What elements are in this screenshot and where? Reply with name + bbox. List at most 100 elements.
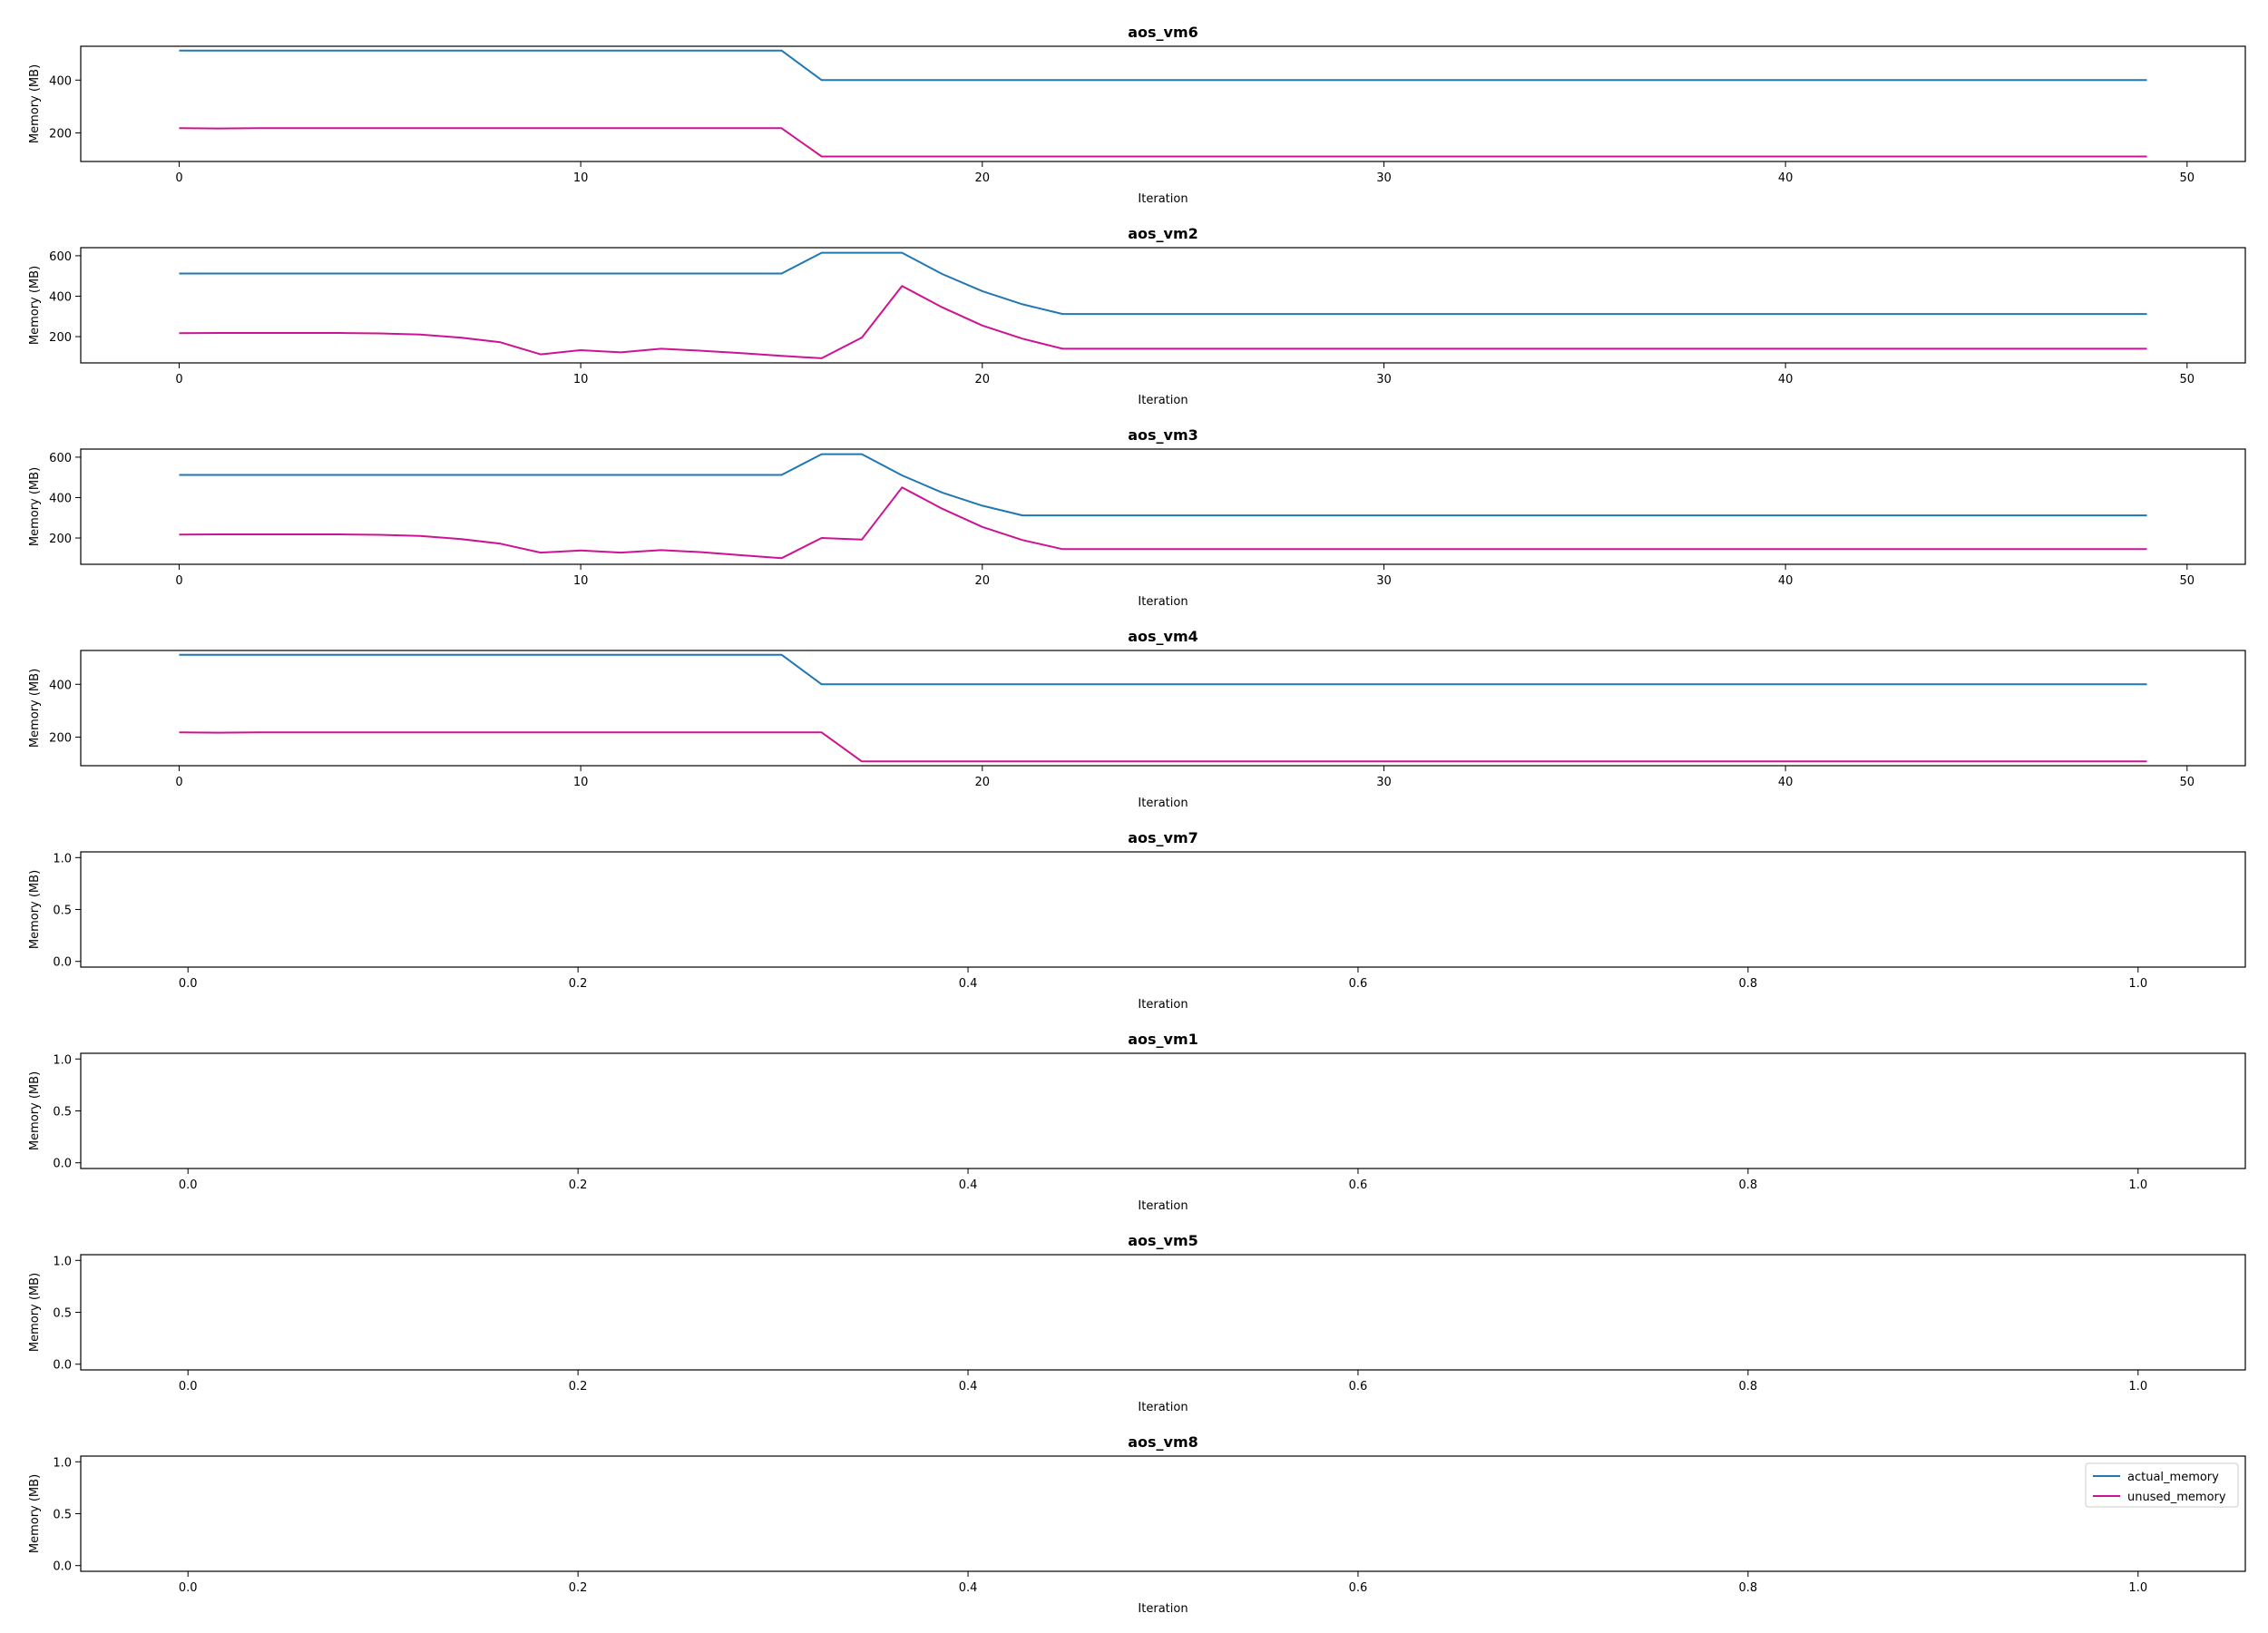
y-tick-label: 0.5 <box>53 1106 72 1120</box>
plot-frame <box>80 1254 2246 1371</box>
y-axis-label: Memory (MB) <box>28 64 42 143</box>
plot-frame <box>80 448 2246 565</box>
subplot-aos_vm4: aos_vm4 0 10 20 30 40 50 200 400 Iteration Memory … <box>28 628 2246 810</box>
x-tick-label: 1.0 <box>2128 1581 2147 1595</box>
x-tick-label: 0.0 <box>179 977 198 991</box>
x-tick-label: 1.0 <box>2128 1380 2147 1393</box>
x-tick-label: 0.8 <box>1739 1581 1758 1595</box>
x-axis-label: Iteration <box>1138 394 1188 407</box>
x-tick-label: 0.4 <box>959 977 978 991</box>
y-tick-label: 600 <box>49 250 72 264</box>
x-tick-label: 50 <box>2180 776 2195 789</box>
x-tick-label: 40 <box>1778 574 1794 588</box>
y-tick-label: 0.5 <box>53 1509 72 1522</box>
y-tick-label: 1.0 <box>53 1255 72 1268</box>
x-tick-label: 0.6 <box>1349 1380 1368 1393</box>
x-tick-label: 0.2 <box>569 1380 588 1393</box>
y-tick-label: 1.0 <box>53 852 72 865</box>
subplot-title: aos_vm1 <box>1128 1031 1198 1048</box>
y-tick-label: 400 <box>49 74 72 88</box>
x-tick-label: 0.2 <box>569 977 588 991</box>
x-tick-label: 0 <box>175 171 182 185</box>
subplot-title: aos_vm7 <box>1128 829 1198 846</box>
series-line-actual-memory <box>179 49 2147 82</box>
x-tick-label: 40 <box>1778 776 1794 789</box>
y-axis-label: Memory (MB) <box>28 1071 42 1150</box>
x-tick-label: 0.6 <box>1349 977 1368 991</box>
y-axis-label: Memory (MB) <box>28 669 42 748</box>
x-tick-label: 0.4 <box>959 1581 978 1595</box>
plot-frame <box>80 650 2246 767</box>
y-tick-label: 200 <box>49 533 72 546</box>
x-tick-label: 30 <box>1376 171 1392 185</box>
y-tick-label: 400 <box>49 679 72 692</box>
y-tick-label: 200 <box>49 732 72 746</box>
subplot-aos_vm2: aos_vm2 0 10 20 30 40 50 200 400 600 Iteration Memo… <box>28 225 2246 407</box>
y-tick-label: 600 <box>49 452 72 465</box>
y-tick-label: 1.0 <box>53 1053 72 1067</box>
plot-frame <box>80 1052 2246 1169</box>
legend: actual_memory unused_memory <box>2085 1462 2239 1508</box>
y-tick-label: 0.0 <box>53 1158 72 1171</box>
y-tick-label: 0.0 <box>53 956 72 970</box>
y-tick-label: 1.0 <box>53 1456 72 1470</box>
series-line-actual-memory <box>179 251 2147 316</box>
subplot-aos_vm3: aos_vm3 0 10 20 30 40 50 200 400 600 Iteration Memo… <box>28 426 2246 609</box>
x-tick-label: 0.4 <box>959 1380 978 1393</box>
x-axis-label: Iteration <box>1138 595 1188 609</box>
x-tick-label: 10 <box>573 373 589 386</box>
subplot-aos_vm1: aos_vm1 0.0 0.2 0.4 0.6 0.8 1.0 0.0 0.5 1.0 Iterat… <box>28 1031 2246 1213</box>
x-tick-label: 50 <box>2180 373 2195 386</box>
x-tick-label: 0.2 <box>569 1178 588 1192</box>
x-tick-label: 0.8 <box>1739 1380 1758 1393</box>
y-axis-label: Memory (MB) <box>28 870 42 949</box>
x-tick-label: 1.0 <box>2128 977 2147 991</box>
x-tick-label: 0.2 <box>569 1581 588 1595</box>
x-tick-label: 20 <box>975 171 991 185</box>
series-line-actual-memory <box>179 453 2147 517</box>
series-line-unused-memory <box>179 127 2147 158</box>
subplot-aos_vm5: aos_vm5 0.0 0.2 0.4 0.6 0.8 1.0 0.0 0.5 1.0 Iterat… <box>28 1232 2246 1414</box>
x-tick-label: 50 <box>2180 171 2195 185</box>
subplot-title: aos_vm5 <box>1128 1232 1198 1249</box>
plot-frame <box>80 45 2246 162</box>
x-tick-label: 0.6 <box>1349 1581 1368 1595</box>
legend-entry-unused-memory: unused_memory <box>2127 1491 2226 1504</box>
subplot-aos_vm7: aos_vm7 0.0 0.2 0.4 0.6 0.8 1.0 0.0 0.5 1.0 Iterat… <box>28 829 2246 1012</box>
x-tick-label: 0.4 <box>959 1178 978 1192</box>
x-tick-label: 0.0 <box>179 1178 198 1192</box>
y-axis-label: Memory (MB) <box>28 1474 42 1553</box>
subplot-title: aos_vm8 <box>1128 1433 1198 1451</box>
y-tick-label: 200 <box>49 128 72 142</box>
subplot-aos_vm8: aos_vm8 0.0 0.2 0.4 0.6 0.8 1.0 0.0 0.5 1.0 Iterat… <box>28 1433 2246 1616</box>
x-tick-label: 0 <box>175 373 182 386</box>
x-tick-label: 0 <box>175 574 182 588</box>
x-tick-label: 0.8 <box>1739 1178 1758 1192</box>
y-tick-label: 400 <box>49 492 72 505</box>
series-line-actual-memory <box>179 653 2147 686</box>
y-tick-label: 0.0 <box>53 1359 72 1373</box>
subplot-title: aos_vm2 <box>1128 225 1198 242</box>
series-line-unused-memory <box>179 285 2147 359</box>
subplot-title: aos_vm6 <box>1128 24 1198 41</box>
subplot-title: aos_vm3 <box>1128 426 1198 444</box>
x-tick-label: 30 <box>1376 373 1392 386</box>
x-tick-label: 10 <box>573 776 589 789</box>
plot-frame <box>80 247 2246 364</box>
y-tick-label: 0.5 <box>53 905 72 918</box>
x-tick-label: 30 <box>1376 776 1392 789</box>
subplot-aos_vm6: aos_vm6 0 10 20 30 40 50 200 400 Iteration Memory … <box>28 24 2246 206</box>
x-tick-label: 1.0 <box>2128 1178 2147 1192</box>
x-tick-label: 20 <box>975 574 991 588</box>
y-tick-label: 400 <box>49 290 72 304</box>
x-tick-label: 0 <box>175 776 182 789</box>
x-tick-label: 0.6 <box>1349 1178 1368 1192</box>
y-axis-label: Memory (MB) <box>28 467 42 546</box>
x-tick-label: 50 <box>2180 574 2195 588</box>
series-line-unused-memory <box>179 731 2147 763</box>
plot-frame <box>80 1455 2246 1572</box>
x-tick-label: 10 <box>573 574 589 588</box>
x-axis-label: Iteration <box>1138 998 1188 1012</box>
x-tick-label: 40 <box>1778 373 1794 386</box>
